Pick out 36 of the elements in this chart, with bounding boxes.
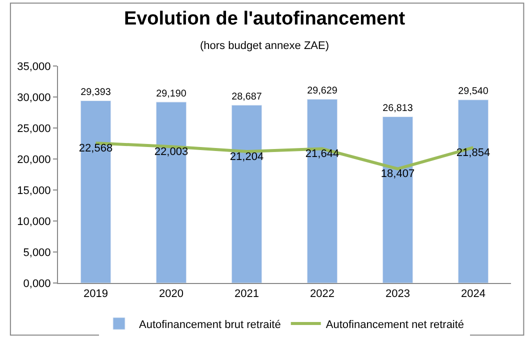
x-tick-label: 2019 [84,288,108,300]
data-label: 28,687 [232,91,262,102]
y-tick-label: 35,000 [17,60,51,73]
bar [231,104,262,283]
x-tick-label: 2024 [461,288,486,300]
data-label: 22,003 [154,146,188,158]
y-tick-label: 15,000 [17,184,51,197]
data-label: 29,540 [458,86,489,98]
y-tick-label: 20,000 [17,154,51,166]
x-tick-label: 2023 [386,288,410,300]
data-label: 29,190 [156,88,187,100]
data-label: 21,854 [456,146,490,159]
bar [80,100,112,283]
bar [458,100,489,283]
data-label: 18,407 [380,168,415,180]
chart-title: Evolution de l'autofinancement [124,8,406,30]
data-label: 29,629 [307,86,338,97]
bar [156,102,187,283]
bar [306,99,338,283]
legend-label: Autofinancement net retraité [326,318,464,331]
y-tick-label: 10,000 [17,216,51,228]
y-tick-label: 25,000 [17,122,51,135]
x-tick-label: 2022 [310,288,334,300]
y-tick-label: 5,000 [23,246,51,259]
bar [382,116,414,283]
data-label: 29,393 [80,87,112,98]
data-label: 26,813 [382,103,414,114]
legend-label: Autofinancement brut retraité [139,318,281,331]
data-label: 21,204 [230,150,264,163]
x-tick-label: 2021 [234,288,259,300]
data-label: 22,568 [78,142,113,154]
data-label: 21,644 [305,148,340,160]
y-tick-label: 30,000 [17,92,51,104]
y-tick-label: 0,000 [23,278,51,290]
chart-subtitle: (hors budget annexe ZAE) [200,40,330,52]
x-tick-label: 2020 [159,288,184,300]
